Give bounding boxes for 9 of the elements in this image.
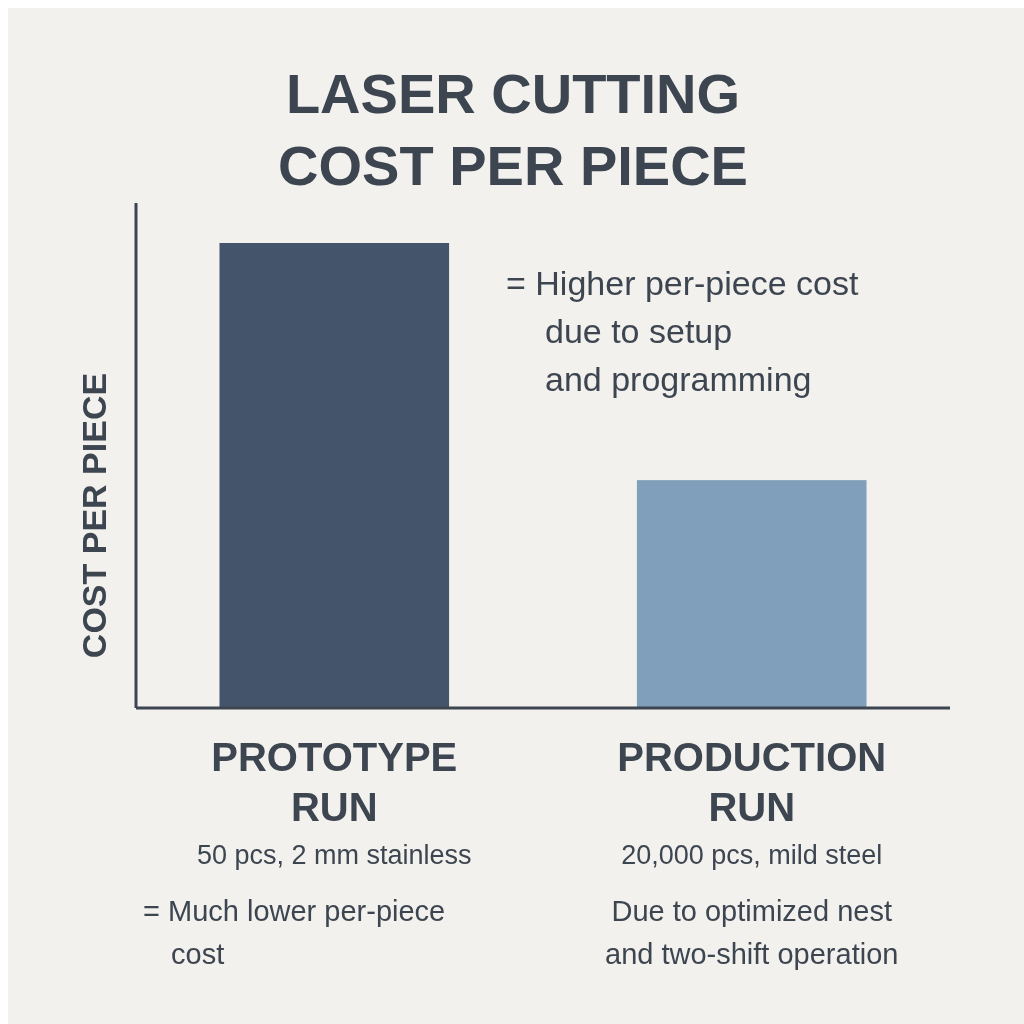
text: 20,000 pcs, mild steel [621, 840, 883, 870]
x-tick-label: PRODUCTION RUN [617, 735, 887, 829]
y-axis-title: COST PER PIECE [75, 372, 113, 659]
text: 50 pcs, 2 mm stainless [196, 840, 472, 870]
x-tick-label: PROTOTYPE RUN [211, 735, 458, 829]
chart-title: LASER CUTTING COST PER PIECE [278, 62, 748, 197]
text: Due to optimized nest and two-shift operation [605, 895, 899, 970]
annotation: = Higher per-piece cost due to setup and programming [506, 264, 859, 398]
text: = Much lower per-piece cost [143, 895, 446, 970]
